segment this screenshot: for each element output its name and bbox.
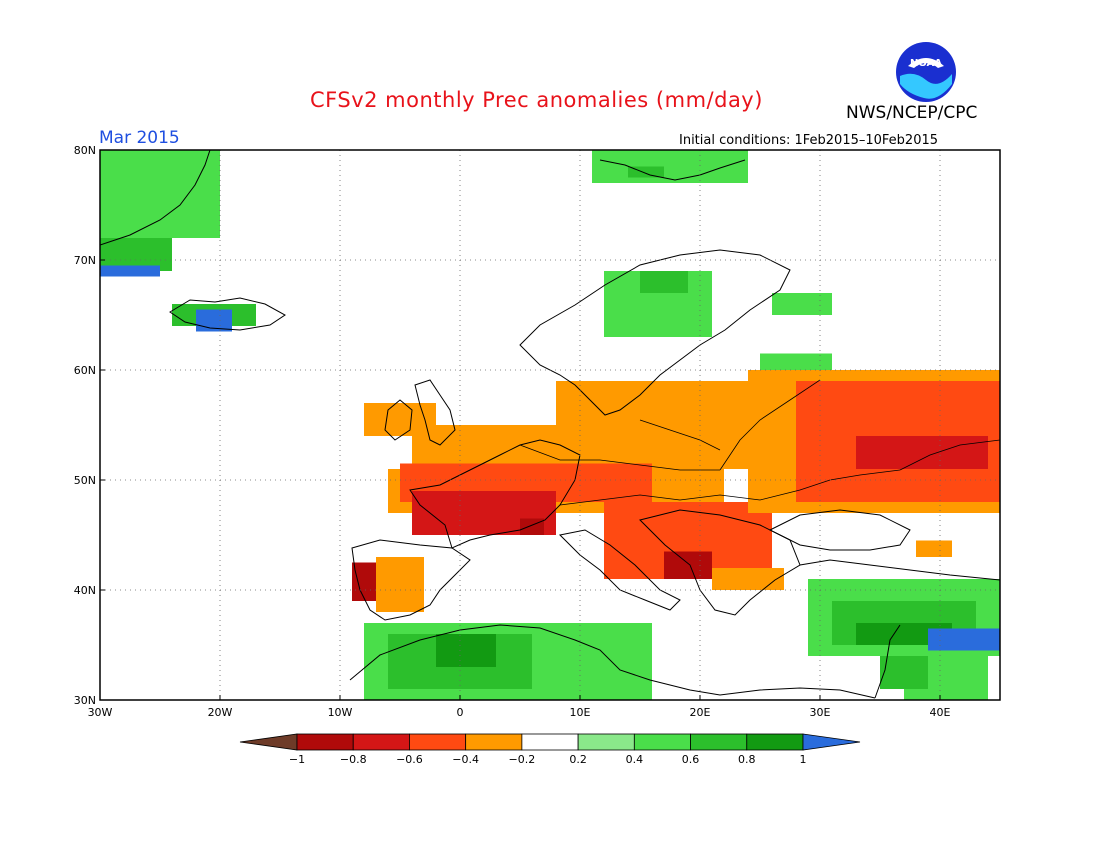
organization-label: NWS/NCEP/CPC — [846, 103, 978, 123]
colorbar-label: 0.6 — [682, 753, 700, 766]
anomaly-cell — [916, 540, 952, 557]
x-tick-label: 10E — [570, 706, 591, 719]
anomaly-cell — [760, 353, 832, 370]
colorbar-box — [409, 733, 467, 751]
colorbar-box — [352, 733, 410, 751]
anomaly-cell — [640, 271, 688, 293]
x-tick-label: 10W — [328, 706, 353, 719]
logo-wave — [900, 73, 952, 99]
anomaly-cell — [712, 568, 784, 590]
y-tick-label: 70N — [74, 254, 96, 267]
map-title: CFSv2 monthly Prec anomalies (mm/day) — [310, 88, 763, 112]
anomaly-layer — [100, 150, 1000, 700]
anomaly-cell — [340, 469, 376, 491]
anomaly-cell — [196, 309, 232, 332]
colorbar-label: −0.6 — [396, 753, 423, 766]
logo-text: NOAA — [910, 58, 942, 69]
anomaly-cell — [664, 551, 712, 579]
anomaly-cell — [412, 425, 796, 469]
x-tick-label: 40E — [930, 706, 951, 719]
colorbar-label: 0.8 — [738, 753, 756, 766]
coastline-layer — [100, 150, 1000, 699]
x-tick-label: 30E — [810, 706, 831, 719]
x-tick-label: 20E — [690, 706, 711, 719]
anomaly-cell — [772, 293, 832, 315]
colorbar-box — [690, 733, 748, 751]
y-tick-label: 60N — [74, 364, 96, 377]
y-tick-label: 50N — [74, 474, 96, 487]
y-tick-label: 40N — [74, 584, 96, 597]
map-frame — [99, 149, 1001, 701]
anomaly-cell — [352, 562, 376, 601]
anomaly-cell — [928, 628, 1000, 651]
colorbar-box — [296, 733, 354, 751]
colorbar-label: −0.8 — [340, 753, 367, 766]
y-tick-label: 80N — [74, 144, 96, 157]
colorbar-label: 0.4 — [626, 753, 644, 766]
x-tick-label: 20W — [208, 706, 233, 719]
anomaly-cell — [100, 265, 160, 277]
anomaly-cell — [628, 166, 664, 178]
colorbar-box — [465, 733, 523, 751]
anomaly-cell — [100, 150, 220, 238]
colorbar-label: −0.4 — [452, 753, 479, 766]
graticule — [100, 150, 1000, 700]
anomaly-cell — [364, 403, 436, 436]
colorbar-box — [633, 733, 691, 751]
initial-conditions: Initial conditions: 1Feb2015–10Feb2015 — [679, 133, 939, 148]
anomaly-cell — [856, 436, 988, 469]
anomaly-cell — [436, 634, 496, 667]
colorbar-box — [577, 733, 635, 751]
longitude-tick-labels: 30W 20W 10W 0 10E 20E 30E 40E — [88, 695, 951, 719]
latitude-tick-labels: 30N 40N 50N 60N 70N 80N — [74, 144, 105, 707]
logo-bird — [908, 58, 944, 68]
forecast-period: Mar 2015 — [99, 128, 180, 148]
anomaly-cell — [592, 150, 748, 183]
anomaly-cell — [520, 518, 544, 535]
colorbar-label: 0.2 — [569, 753, 587, 766]
colorbar-label: −1 — [289, 753, 305, 766]
colorbar: −1 −0.8 −0.6 −0.4 −0.2 0.2 0.4 0.6 0.8 1 — [239, 733, 861, 766]
x-tick-label: 0 — [457, 706, 464, 719]
colorbar-box — [521, 733, 579, 751]
y-tick-label: 30N — [74, 694, 96, 707]
colorbar-box — [746, 733, 804, 751]
anomaly-cell — [556, 381, 748, 425]
colorbar-min-triangle — [239, 733, 298, 751]
x-tick-label: 30W — [88, 706, 113, 719]
colorbar-max-triangle — [802, 733, 861, 751]
anomaly-cell — [880, 656, 928, 689]
anomaly-cell — [376, 557, 424, 612]
noaa-logo-icon: NOAA — [896, 42, 956, 102]
colorbar-label: −0.2 — [509, 753, 536, 766]
colorbar-label: 1 — [800, 753, 807, 766]
